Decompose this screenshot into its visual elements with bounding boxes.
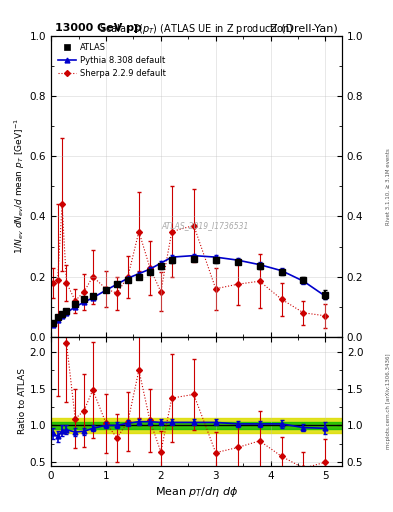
Title: Scalar $\Sigma(p_T)$ (ATLAS UE in Z production): Scalar $\Sigma(p_T)$ (ATLAS UE in Z prod…: [99, 22, 294, 36]
Text: Rivet 3.1.10, ≥ 3.1M events: Rivet 3.1.10, ≥ 3.1M events: [386, 148, 391, 225]
Legend: ATLAS, Pythia 8.308 default, Sherpa 2.2.9 default: ATLAS, Pythia 8.308 default, Sherpa 2.2.…: [55, 40, 169, 80]
Text: ATLAS_2019_I1736531: ATLAS_2019_I1736531: [162, 221, 249, 230]
Text: 13000 GeV pp: 13000 GeV pp: [55, 23, 142, 33]
Text: mcplots.cern.ch [arXiv:1306.3436]: mcplots.cern.ch [arXiv:1306.3436]: [386, 354, 391, 449]
Y-axis label: $1/N_{ev}\ dN_{ev}/d$ mean $p_T\ [\mathrm{GeV}]^{-1}$: $1/N_{ev}\ dN_{ev}/d$ mean $p_T\ [\mathr…: [13, 118, 27, 254]
Y-axis label: Ratio to ATLAS: Ratio to ATLAS: [18, 369, 27, 434]
Text: Z (Drell-Yan): Z (Drell-Yan): [270, 23, 338, 33]
X-axis label: Mean $p_T/d\eta\ d\phi$: Mean $p_T/d\eta\ d\phi$: [155, 485, 238, 499]
